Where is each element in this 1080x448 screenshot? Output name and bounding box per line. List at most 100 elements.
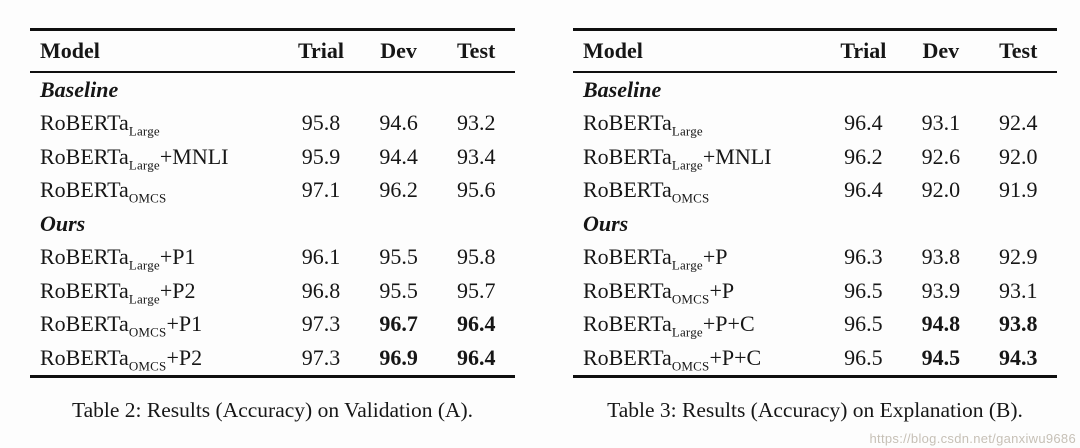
model-subscript: Large [128, 257, 160, 273]
trial-value: 96.2 [844, 143, 883, 169]
model-subscript: Large [128, 157, 160, 173]
model-base: RoBERTa [583, 244, 672, 270]
trial-value: 96.4 [844, 177, 883, 203]
model-base: RoBERTa [40, 143, 129, 169]
test-value: 92.0 [999, 143, 1038, 169]
test-value: 95.8 [456, 244, 496, 270]
table-2-caption: Table 2: Results (Accuracy) on Validatio… [71, 397, 474, 422]
model-subscript: OMCS [128, 358, 167, 374]
trial-value: 97.1 [301, 177, 341, 203]
table-row: RoBERTaOMCS+P1 97.3 96.7 96.4 [30, 308, 515, 342]
table-row: RoBERTaOMCS+P+C 96.5 94.5 94.3 [573, 341, 1057, 376]
model-name: RoBERTaLarge [30, 107, 282, 141]
column-header-test: Test [437, 29, 515, 73]
model-name: RoBERTaOMCS+P2 [30, 341, 282, 376]
dev-value: 96.2 [379, 177, 418, 203]
section-label: Baseline [40, 76, 119, 102]
model-base: RoBERTa [583, 143, 672, 169]
test-value: 93.8 [999, 311, 1038, 337]
table-row: RoBERTaLarge+P+C 96.5 94.8 93.8 [573, 308, 1057, 342]
model-name: RoBERTaLarge+P1 [30, 241, 282, 275]
column-header-trial: Trial [824, 29, 903, 73]
model-name: RoBERTaLarge+P2 [30, 274, 282, 308]
trial-value: 96.5 [844, 277, 883, 303]
model-subscript: Large [128, 123, 160, 139]
table-row: RoBERTaLarge+P 96.3 93.8 92.9 [573, 241, 1057, 275]
model-name: RoBERTaLarge [573, 107, 825, 141]
trial-value: 95.8 [301, 110, 341, 136]
model-subscript: Large [671, 123, 703, 139]
model-base: RoBERTa [40, 177, 129, 203]
model-name: RoBERTaLarge+P+C [573, 308, 825, 342]
test-value: 96.4 [456, 344, 496, 370]
model-suffix: +P2 [166, 344, 203, 370]
model-suffix: +P [709, 277, 735, 303]
section-label: Ours [583, 210, 629, 236]
column-header-model: Model [30, 29, 283, 73]
table-row: RoBERTaOMCS+P2 97.3 96.9 96.4 [30, 341, 515, 376]
model-name: RoBERTaOMCS [573, 174, 825, 208]
trial-value: 96.3 [844, 244, 883, 270]
header-row: Model Trial Dev Test [573, 29, 1057, 73]
dev-value: 92.0 [921, 177, 961, 203]
model-suffix: +P+C [709, 344, 762, 370]
table-2-figure: Model Trial Dev Test Baseline RoBERTaLarg… [30, 28, 515, 423]
table-2-body: Baseline RoBERTaLarge 95.8 94.6 93.2 RoBERTaL… [30, 72, 515, 376]
results-table-validation: Model Trial Dev Test Baseline RoBERTaLarg… [30, 28, 515, 378]
test-value: 95.7 [456, 277, 496, 303]
section-row: Ours [30, 207, 515, 241]
dev-value: 95.5 [379, 277, 418, 303]
table-row: RoBERTaOMCS 97.1 96.2 95.6 [30, 174, 515, 208]
test-value: 96.4 [456, 311, 496, 337]
model-base: RoBERTa [583, 344, 672, 370]
table-3-caption: Table 3: Results (Accuracy) on Explanati… [607, 397, 1023, 422]
trial-value: 96.8 [301, 277, 341, 303]
model-base: RoBERTa [583, 311, 672, 337]
dev-value: 93.8 [921, 244, 961, 270]
test-value: 92.9 [999, 244, 1038, 270]
test-value: 93.2 [456, 110, 496, 136]
model-base: RoBERTa [40, 344, 129, 370]
section-label: Baseline [583, 76, 662, 102]
dev-value: 94.4 [379, 143, 418, 169]
table-row: RoBERTaOMCS+P 96.5 93.9 93.1 [573, 274, 1057, 308]
test-value: 94.3 [999, 344, 1038, 370]
section-row: Baseline [30, 72, 515, 107]
model-subscript: Large [671, 257, 703, 273]
model-subscript: OMCS [671, 358, 710, 374]
model-subscript: Large [671, 157, 703, 173]
model-suffix: +P1 [159, 244, 196, 270]
model-name: RoBERTaLarge+P [573, 241, 825, 275]
model-name: RoBERTaOMCS+P1 [30, 308, 282, 342]
model-subscript: OMCS [128, 324, 167, 340]
test-value: 92.4 [999, 110, 1038, 136]
model-base: RoBERTa [40, 244, 129, 270]
trial-value: 97.3 [301, 344, 341, 370]
trial-value: 96.5 [844, 311, 883, 337]
model-suffix: +MNLI [159, 143, 229, 169]
dev-value: 93.1 [921, 110, 961, 136]
model-subscript: Large [671, 324, 703, 340]
model-base: RoBERTa [583, 177, 672, 203]
model-name: RoBERTaOMCS+P [573, 274, 825, 308]
trial-value: 96.1 [301, 244, 341, 270]
trial-value: 97.3 [301, 311, 341, 337]
section-label: Ours [40, 210, 86, 236]
dev-value: 96.7 [379, 311, 418, 337]
model-name: RoBERTaLarge+MNLI [30, 140, 282, 174]
dev-value: 94.6 [379, 110, 418, 136]
test-value: 95.6 [456, 177, 496, 203]
dev-value: 95.5 [379, 244, 418, 270]
dev-value: 96.9 [379, 344, 418, 370]
table-row: RoBERTaLarge 96.4 93.1 92.4 [573, 107, 1057, 141]
model-subscript: OMCS [128, 190, 167, 206]
header-row: Model Trial Dev Test [30, 29, 515, 73]
table-row: RoBERTaLarge+MNLI 95.9 94.4 93.4 [30, 140, 515, 174]
dev-value: 93.9 [921, 277, 961, 303]
table-3-figure: Model Trial Dev Test Baseline RoBERTaLarg… [573, 28, 1057, 423]
model-name: RoBERTaLarge+MNLI [573, 140, 825, 174]
watermark-url: https://blog.csdn.net/ganxiwu9686 [869, 431, 1076, 446]
dev-value: 92.6 [921, 143, 961, 169]
model-base: RoBERTa [40, 311, 129, 337]
section-row: Ours [573, 207, 1057, 241]
